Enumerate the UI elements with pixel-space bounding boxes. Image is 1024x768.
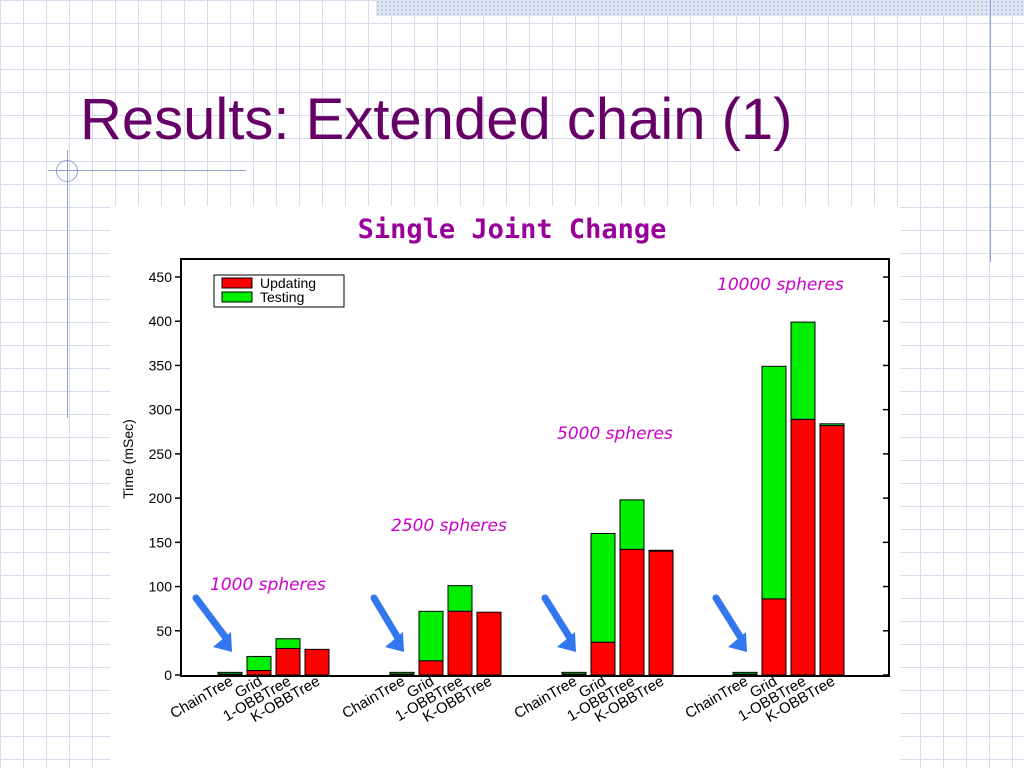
plot-frame [180, 258, 890, 677]
bar-updating-grid [246, 670, 272, 676]
slide-title: Results: Extended chain (1) [80, 87, 793, 152]
decorative-ring [56, 160, 78, 182]
arrow-shaft [712, 594, 745, 642]
arrow-shaft [541, 594, 574, 642]
y-tick-label: 450 [149, 269, 173, 285]
top-decorative-band [376, 0, 1024, 16]
bar-updating-chaintree [732, 673, 758, 676]
bar-updating-k-obbtree [819, 425, 845, 676]
y-tick-label: 350 [149, 357, 173, 373]
bar-testing-grid [418, 610, 444, 662]
y-tick-label: 150 [149, 534, 173, 550]
legend-label-updating: Updating [260, 275, 316, 291]
legend-swatch-updating [221, 277, 253, 289]
bar-updating-grid [761, 598, 787, 676]
decorative-vertical-line-left [67, 150, 68, 418]
arrow-head [557, 632, 576, 652]
annotation-label: 5000 spheres [557, 424, 673, 444]
bar-updating-chaintree [389, 673, 415, 676]
bar-updating-1-obbtree [447, 610, 473, 676]
arrow-head [728, 632, 747, 652]
legend-swatch-testing [221, 291, 253, 303]
arrow-shaft [192, 594, 230, 642]
y-tick-label: 200 [149, 490, 173, 506]
annotation-label: 1000 spheres [210, 575, 326, 595]
bar-testing-1-obbtree [447, 585, 473, 612]
bar-updating-1-obbtree [275, 647, 301, 676]
legend-label-testing: Testing [260, 289, 304, 305]
bar-updating-grid [590, 641, 616, 676]
annotation-label: 10000 spheres [717, 275, 844, 295]
y-tick-label: 250 [149, 446, 173, 462]
bar-updating-chaintree [217, 673, 243, 676]
arrow-head [213, 632, 232, 652]
chart-title: Single Joint Change [357, 214, 667, 245]
bar-updating-1-obbtree [790, 418, 816, 676]
bar-testing-1-obbtree [275, 638, 301, 649]
y-axis-label: Time (mSec) [120, 419, 136, 499]
bar-updating-k-obbtree [304, 648, 330, 676]
y-tick-label: 50 [156, 623, 172, 639]
bar-testing-grid [761, 365, 787, 600]
bar-updating-1-obbtree [619, 548, 645, 676]
annotation-label: 2500 spheres [391, 516, 507, 536]
y-tick-label: 400 [149, 313, 173, 329]
bar-testing-1-obbtree [619, 499, 645, 550]
y-tick-label: 300 [149, 402, 173, 418]
bar-updating-grid [418, 660, 444, 676]
arrow-head [385, 632, 404, 652]
bar-testing-1-obbtree [790, 321, 816, 420]
bar-updating-k-obbtree [648, 550, 674, 676]
bar-updating-k-obbtree [476, 611, 502, 676]
arrow-shaft [370, 594, 402, 642]
decorative-title-underline [48, 170, 246, 171]
bar-testing-grid [590, 532, 616, 643]
y-tick-label: 0 [164, 667, 172, 683]
y-tick-label: 100 [149, 579, 173, 595]
decorative-vertical-line-right [990, 0, 991, 262]
bar-updating-chaintree [561, 673, 587, 676]
bar-testing-grid [246, 655, 272, 672]
